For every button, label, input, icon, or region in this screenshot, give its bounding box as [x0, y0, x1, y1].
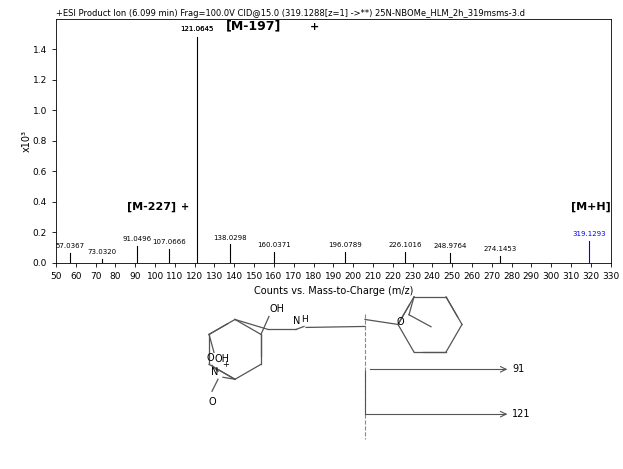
Text: +: + [310, 22, 319, 32]
Text: 226.1016: 226.1016 [388, 242, 422, 248]
Text: [M-197]: [M-197] [226, 20, 282, 32]
Text: [M+H]: [M+H] [571, 202, 611, 212]
Text: 248.9764: 248.9764 [434, 243, 467, 249]
Text: 107.0666: 107.0666 [152, 239, 186, 245]
Text: +: + [181, 202, 189, 212]
Text: +: + [222, 360, 229, 369]
Text: 121.0645: 121.0645 [180, 26, 214, 32]
Text: [M-227]: [M-227] [127, 202, 176, 212]
Text: 73.0320: 73.0320 [87, 249, 117, 255]
Text: +ESI Product Ion (6.099 min) Frag=100.0V CID@15.0 (319.1288[z=1] ->**) 25N-NBOMe: +ESI Product Ion (6.099 min) Frag=100.0V… [56, 9, 525, 18]
Text: 138.0298: 138.0298 [214, 234, 247, 241]
Text: 121: 121 [512, 409, 531, 419]
X-axis label: Counts vs. Mass-to-Charge (m/z): Counts vs. Mass-to-Charge (m/z) [254, 286, 413, 296]
Text: 121.0645: 121.0645 [180, 26, 214, 32]
Text: 319.1293: 319.1293 [572, 232, 606, 237]
Text: 91.0496: 91.0496 [123, 236, 152, 242]
Text: O: O [396, 317, 404, 327]
Text: N: N [211, 367, 218, 377]
Text: O: O [206, 353, 214, 363]
Text: OH: OH [270, 304, 285, 315]
Text: 274.1453: 274.1453 [483, 246, 516, 252]
Text: 196.0789: 196.0789 [328, 242, 362, 248]
Text: H: H [301, 316, 308, 325]
Text: 160.0371: 160.0371 [257, 242, 291, 248]
Text: OH: OH [214, 355, 229, 364]
Text: O: O [208, 397, 216, 407]
Text: N: N [293, 317, 300, 326]
Y-axis label: x10³: x10³ [21, 130, 31, 151]
Text: 57.0367: 57.0367 [55, 243, 85, 249]
Text: 91: 91 [512, 364, 524, 374]
